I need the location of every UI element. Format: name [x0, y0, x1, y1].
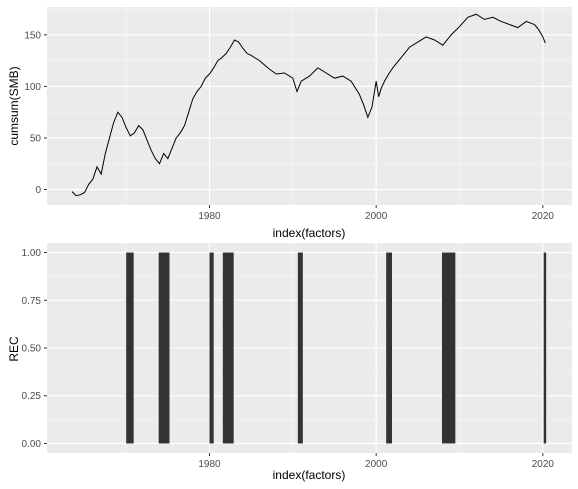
bottom-grid	[47, 243, 572, 453]
recession-bar	[386, 252, 392, 444]
smb-cumsum-line	[71, 13, 546, 197]
bottom-y-tick-label: 1.00	[22, 248, 42, 259]
recession-bar	[442, 252, 456, 444]
bottom-y-tick-label: 0.50	[22, 344, 42, 355]
top-panel-background	[47, 7, 572, 205]
top-y-tick-label: 50	[30, 133, 42, 144]
recession-bar	[222, 252, 234, 444]
recession-bars	[126, 252, 547, 444]
bottom-x-tick-label: 2020	[532, 459, 555, 470]
bottom-y-tick-label: 0.25	[22, 391, 42, 402]
recession-bar	[297, 252, 303, 444]
top-grid	[47, 7, 572, 205]
top-x-tick-label: 1980	[198, 211, 221, 222]
bottom-x-axis-title: index(factors)	[273, 468, 346, 482]
top-y-tick-label: 0	[35, 185, 41, 196]
top-y-tick-label: 100	[24, 82, 41, 93]
top-x-tick-label: 2020	[532, 211, 555, 222]
recession-bar	[209, 252, 214, 444]
top-x-tick-label: 2000	[365, 211, 388, 222]
top-y-axis-title: cumsum(SMB)	[7, 66, 21, 145]
recession-bar	[158, 252, 170, 444]
bottom-x-tick-label: 1980	[198, 459, 221, 470]
bottom-panel: 1980 2000 2020 0.00 0.25 0.50 0.75 1.00 index(f…	[7, 243, 572, 482]
bottom-x-tick-label: 2000	[365, 459, 388, 470]
recession-bar	[126, 252, 134, 444]
bottom-axes: 1980 2000 2020 0.00 0.25 0.50 0.75 1.00	[22, 248, 555, 470]
recession-bar	[543, 252, 547, 444]
top-panel: 1980 2000 2020 0 50 100 150 index(factors) cum…	[7, 7, 572, 240]
bottom-y-axis-title: REC	[7, 336, 21, 362]
bottom-y-tick-label: 0.00	[22, 439, 42, 450]
bottom-y-tick-label: 0.75	[22, 296, 42, 307]
top-axes: 1980 2000 2020 0 50 100 150	[24, 30, 554, 222]
top-x-axis-title: index(factors)	[273, 226, 346, 240]
top-y-tick-label: 150	[24, 30, 41, 41]
